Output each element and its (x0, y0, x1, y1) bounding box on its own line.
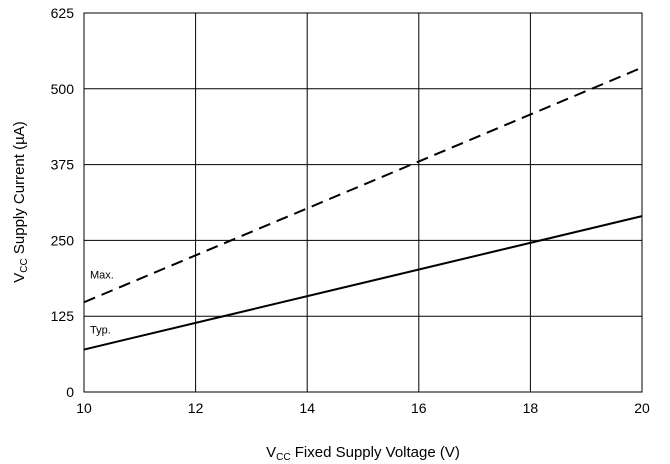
x-tick-label: 14 (299, 400, 315, 416)
x-tick-label: 12 (188, 400, 204, 416)
series-labels: Max. Typ. (90, 269, 114, 336)
x-tick-label: 16 (411, 400, 427, 416)
x-axis-title: VCC Fixed Supply Voltage (V) (266, 444, 460, 463)
x-tick-labels: 10 12 14 16 18 20 (76, 400, 650, 416)
series-label-max: Max. (90, 269, 114, 281)
y-axis-title: VCC Supply Current (µA) (11, 121, 30, 283)
x-tick-label: 20 (634, 400, 650, 416)
y-tick-label: 375 (51, 157, 75, 173)
series-lines (83, 66, 643, 351)
y-tick-label: 250 (51, 232, 75, 248)
grid (84, 13, 642, 392)
y-tick-label: 500 (51, 81, 75, 97)
series-line-typ (83, 215, 643, 351)
y-tick-label: 625 (51, 5, 75, 21)
plot-frame (83, 12, 643, 393)
series-line-max (83, 66, 643, 304)
x-tick-label: 10 (76, 400, 92, 416)
y-tick-label: 125 (51, 308, 75, 324)
y-tick-labels: 0 125 250 375 500 625 (51, 5, 75, 400)
series-label-typ: Typ. (90, 325, 111, 337)
y-tick-label: 0 (66, 384, 74, 400)
x-tick-label: 18 (523, 400, 539, 416)
